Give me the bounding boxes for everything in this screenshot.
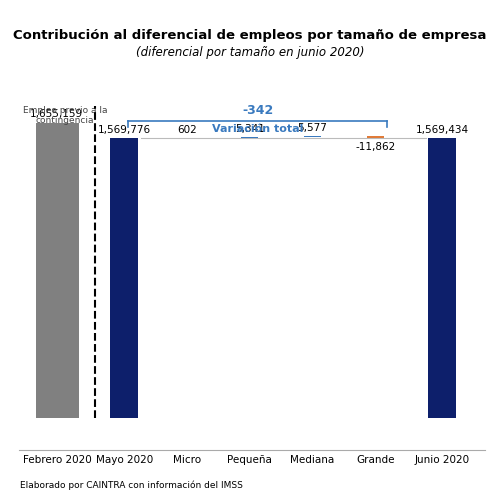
Bar [428, 138, 456, 418]
Bar [36, 122, 80, 418]
Bar [366, 136, 384, 138]
Text: 1,655,159: 1,655,159 [30, 110, 82, 120]
Text: Empleo previo a la
contingencia: Empleo previo a la contingencia [23, 106, 107, 126]
Text: -11,862: -11,862 [355, 142, 396, 152]
Text: Variación total: Variación total [212, 124, 304, 134]
Text: 1,569,434: 1,569,434 [416, 124, 469, 134]
Bar [304, 136, 321, 137]
Text: Elaborado por CAINTRA con información del IMSS: Elaborado por CAINTRA con información de… [20, 480, 243, 490]
Text: 1,569,776: 1,569,776 [98, 124, 151, 134]
Text: 5,577: 5,577 [298, 122, 328, 132]
Text: Contribución al diferencial de empleos por tamaño de empresa: Contribución al diferencial de empleos p… [14, 28, 486, 42]
Text: 602: 602 [177, 124, 197, 134]
Text: (diferencial por tamaño en junio 2020): (diferencial por tamaño en junio 2020) [136, 46, 364, 59]
Text: 5,341: 5,341 [235, 124, 264, 134]
Bar [110, 138, 138, 418]
Text: -342: -342 [242, 104, 274, 118]
Bar [241, 137, 258, 138]
